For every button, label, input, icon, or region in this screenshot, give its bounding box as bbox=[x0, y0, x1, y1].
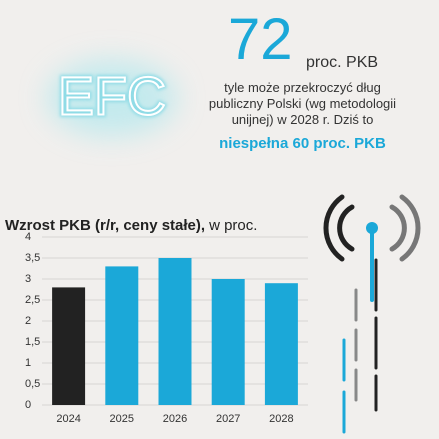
y-tick-label: 0,5 bbox=[25, 378, 40, 390]
antenna-icon bbox=[323, 194, 421, 437]
bar bbox=[264, 283, 298, 405]
x-tick-label: 2025 bbox=[110, 413, 134, 425]
x-tick-label: 2028 bbox=[269, 413, 293, 425]
y-tick-label: 3,5 bbox=[25, 252, 40, 264]
headline-number: 72 bbox=[228, 7, 293, 72]
bar bbox=[158, 258, 192, 405]
y-tick-label: 0 bbox=[25, 399, 31, 411]
logo-glow bbox=[47, 60, 177, 136]
logo: EFC bbox=[58, 66, 166, 126]
bar bbox=[52, 287, 86, 405]
headline-text: tyle może przekroczyć dług publiczny Pol… bbox=[208, 80, 397, 127]
x-tick-label: 2027 bbox=[216, 413, 240, 425]
y-tick-label: 1 bbox=[25, 357, 31, 369]
headline-unit: proc. PKB bbox=[306, 54, 379, 71]
y-tick-label: 4 bbox=[25, 231, 31, 243]
y-axis-label: w proc. bbox=[208, 217, 257, 234]
chart-title-row: Wzrost PKB (r/r, ceny stałe), w proc. bbox=[5, 217, 257, 234]
bar bbox=[105, 266, 139, 405]
headline-highlight: niespełna 60 proc. PKB bbox=[219, 135, 386, 152]
bar bbox=[211, 279, 245, 405]
chart-title: Wzrost PKB (r/r, ceny stałe), bbox=[5, 217, 205, 234]
y-tick-label: 3 bbox=[25, 273, 31, 285]
y-tick-label: 2 bbox=[25, 315, 31, 327]
x-tick-label: 2024 bbox=[56, 413, 80, 425]
logo-halo: EFC bbox=[58, 66, 166, 126]
y-tick-label: 2,5 bbox=[25, 294, 40, 306]
x-tick-label: 2026 bbox=[163, 413, 187, 425]
y-tick-label: 1,5 bbox=[25, 336, 40, 348]
